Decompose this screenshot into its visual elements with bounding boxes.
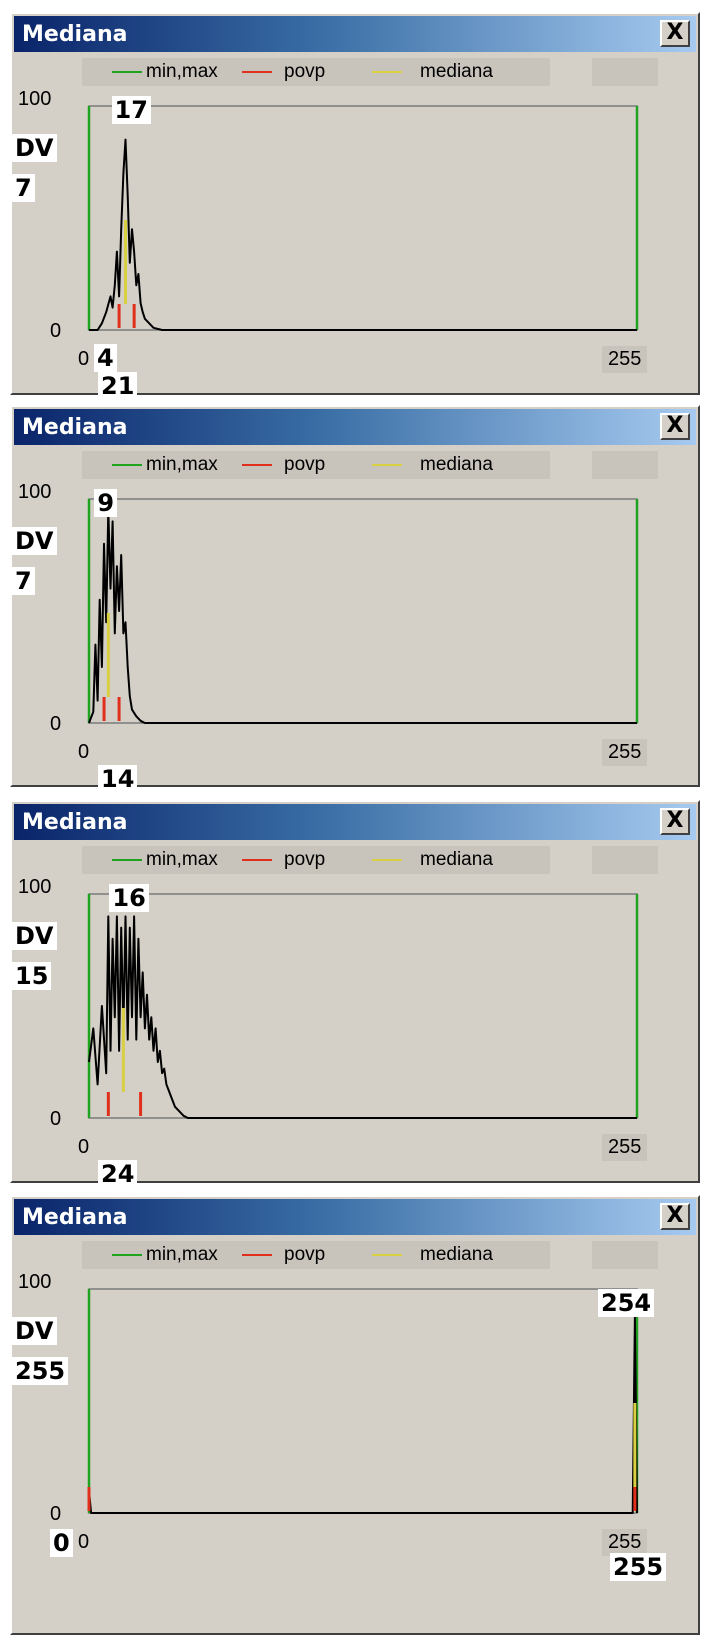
y-axis-min-label: 0 <box>50 320 62 342</box>
y-axis-min-label: 0 <box>50 1503 62 1525</box>
x-axis-min-label: 0 <box>78 741 90 763</box>
dv-value: 7 <box>12 174 35 202</box>
legend: min,max povp mediana <box>82 58 550 86</box>
close-button[interactable]: X <box>660 20 690 47</box>
x-axis-max-label: 255 <box>602 1134 648 1161</box>
legend-label-minmax: min,max <box>146 454 218 475</box>
dv-label: DV <box>12 134 57 162</box>
peak-label: 16 <box>109 884 149 912</box>
histogram-line <box>89 138 637 331</box>
legend-label-minmax: min,max <box>146 61 218 82</box>
cursor-value-label: 24 <box>98 1160 138 1188</box>
x-axis-max-label: 255 <box>602 1529 648 1556</box>
legend-label-mediana: mediana <box>420 849 493 870</box>
plot-frame <box>88 105 638 331</box>
x-axis-min-label: 0 <box>78 1136 90 1158</box>
close-button[interactable]: X <box>660 1203 690 1230</box>
title-bar[interactable]: Mediana X <box>14 16 696 52</box>
y-axis-max-label: 100 <box>18 88 52 110</box>
histogram-plot <box>87 893 639 1119</box>
legend-blank-box <box>592 58 658 86</box>
x-axis-max-label: 255 <box>602 739 648 766</box>
window-title: Mediana <box>22 1205 128 1230</box>
legend-label-mediana: mediana <box>420 1244 493 1265</box>
close-icon: X <box>666 808 684 833</box>
window-title: Mediana <box>22 22 128 47</box>
plot-frame <box>88 498 638 724</box>
legend-label-mediana: mediana <box>420 61 493 82</box>
y-axis-min-label: 0 <box>50 713 62 735</box>
cursor-value-label: 21 <box>98 372 138 400</box>
legend-label-minmax: min,max <box>146 1244 218 1265</box>
legend: min,max povp mediana <box>82 846 550 874</box>
y-axis-max-label: 100 <box>18 1271 52 1293</box>
y-axis-max-label: 100 <box>18 876 52 898</box>
window-title: Mediana <box>22 415 128 440</box>
dv-value: 15 <box>12 962 52 990</box>
legend-swatch-povp <box>242 71 272 73</box>
legend-swatch-mediana <box>372 859 402 861</box>
legend-label-povp: povp <box>284 61 326 82</box>
window-title: Mediana <box>22 810 128 835</box>
legend: min,max povp mediana <box>82 451 550 479</box>
x-axis-min-label: 0 <box>78 348 90 370</box>
legend-label-povp: povp <box>284 849 326 870</box>
legend-swatch-povp <box>242 859 272 861</box>
histogram-plot <box>87 105 639 331</box>
histogram-line <box>88 1314 638 1514</box>
histogram-window-3: Mediana X min,max povp mediana 100 DV 15… <box>10 800 700 1188</box>
dv-value: 255 <box>12 1357 69 1385</box>
legend-swatch-mediana <box>372 1254 402 1256</box>
legend: min,max povp mediana <box>82 1241 550 1269</box>
y-axis-min-label: 0 <box>50 1108 62 1130</box>
close-button[interactable]: X <box>660 808 690 835</box>
legend-swatch-minmax <box>112 464 142 466</box>
close-icon: X <box>666 20 684 45</box>
legend-swatch-minmax <box>112 71 142 73</box>
legend-label-povp: povp <box>284 454 326 475</box>
histogram-window-1: Mediana X min,max povp mediana 100 DV 7 … <box>10 12 700 400</box>
peak-label: 9 <box>94 489 118 517</box>
close-icon: X <box>666 413 684 438</box>
legend-swatch-mediana <box>372 464 402 466</box>
histogram-plot <box>87 498 639 724</box>
min-value-label: 0 <box>50 1529 73 1557</box>
title-bar[interactable]: Mediana X <box>14 409 696 445</box>
plot-frame <box>88 893 638 1119</box>
legend-swatch-mediana <box>372 71 402 73</box>
dv-label: DV <box>12 1317 57 1345</box>
dv-value: 7 <box>12 567 35 595</box>
max-value-label: 255 <box>610 1553 667 1581</box>
plot-frame <box>88 1288 638 1514</box>
legend-label-povp: povp <box>284 1244 326 1265</box>
legend-label-mediana: mediana <box>420 454 493 475</box>
legend-swatch-povp <box>242 1254 272 1256</box>
histogram-window-2: Mediana X min,max povp mediana 100 DV 7 … <box>10 405 700 793</box>
y-axis-max-label: 100 <box>18 481 52 503</box>
legend-swatch-minmax <box>112 859 142 861</box>
dv-label: DV <box>12 922 57 950</box>
histogram-plot <box>87 1288 639 1514</box>
x-axis-max-label: 255 <box>602 346 648 373</box>
title-bar[interactable]: Mediana X <box>14 1199 696 1235</box>
close-button[interactable]: X <box>660 413 690 440</box>
legend-label-minmax: min,max <box>146 849 218 870</box>
histogram-window-4: Mediana X min,max povp mediana 100 DV 25… <box>10 1195 700 1635</box>
legend-blank-box <box>592 1241 658 1269</box>
close-icon: X <box>666 1203 684 1228</box>
histogram-line <box>88 915 637 1119</box>
peak-label: 254 <box>598 1289 655 1317</box>
legend-swatch-minmax <box>112 1254 142 1256</box>
legend-blank-box <box>592 846 658 874</box>
legend-blank-box <box>592 451 658 479</box>
peak-label: 17 <box>111 96 151 124</box>
legend-swatch-povp <box>242 464 272 466</box>
lower-bound-label: 4 <box>94 344 117 372</box>
histogram-line <box>88 509 637 724</box>
dv-label: DV <box>12 527 57 555</box>
cursor-value-label: 14 <box>98 765 138 793</box>
title-bar[interactable]: Mediana X <box>14 804 696 840</box>
x-axis-min-label: 0 <box>78 1531 90 1553</box>
